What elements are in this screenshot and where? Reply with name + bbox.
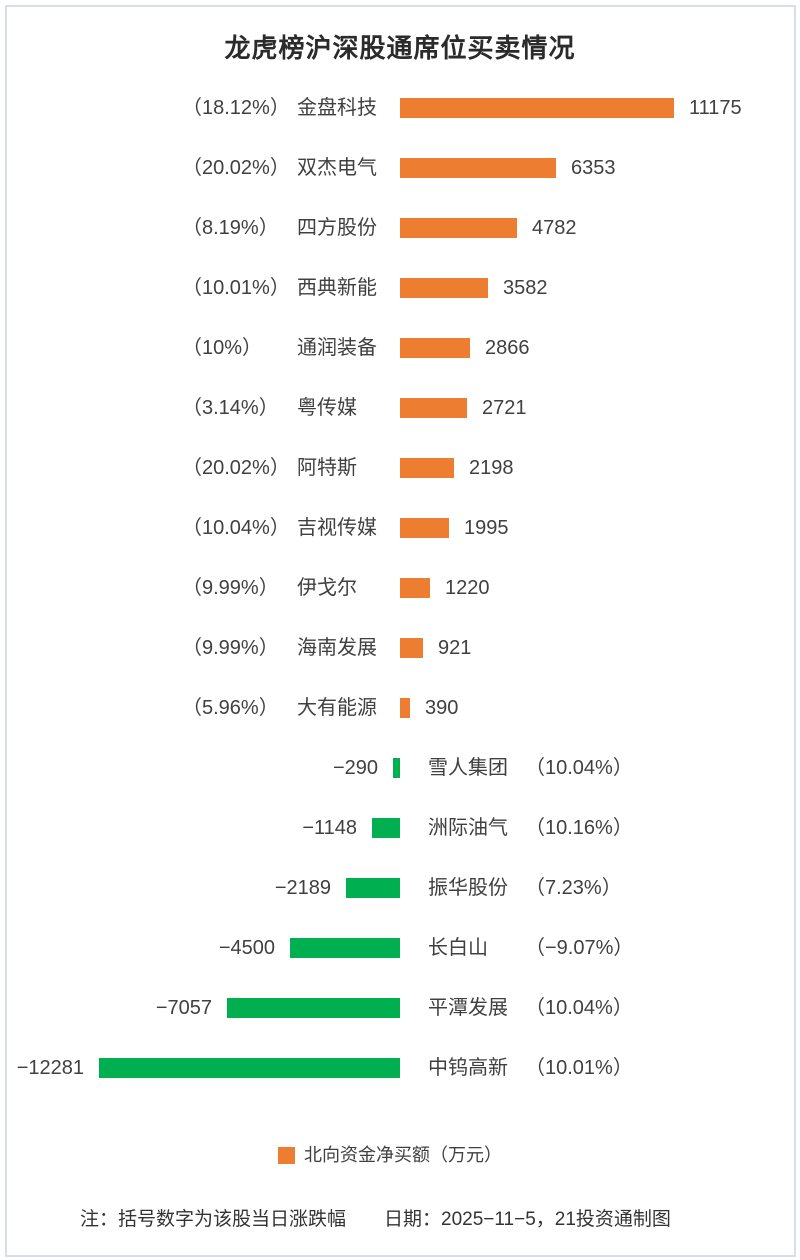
stock-name: 通润装备 xyxy=(297,337,377,359)
chart-row: （10.01%） 西典新能 3582 xyxy=(0,258,800,318)
stock-name: 洲际油气 xyxy=(428,817,508,839)
chart-row: （10.16%） 洲际油气 −1148 xyxy=(0,798,800,858)
pct-change-label: （10.01%） xyxy=(182,277,290,299)
chart-row: （10.04%） 雪人集团 −290 xyxy=(0,738,800,798)
bar xyxy=(400,518,449,538)
chart-row: （10%） 通润装备 2866 xyxy=(0,318,800,378)
chart-row: （10.01%） 中钨高新 −12281 xyxy=(0,1038,800,1098)
chart-row: （18.12%） 金盘科技 11175 xyxy=(0,78,800,138)
pct-change-label: （20.02%） xyxy=(182,157,290,179)
bar xyxy=(400,218,517,238)
chart-title: 龙虎榜沪深股通席位买卖情况 xyxy=(224,33,576,63)
pct-change-label: （10.01%） xyxy=(525,1057,633,1079)
value-label: 1220 xyxy=(445,577,490,599)
value-label: −290 xyxy=(332,757,378,779)
pct-change-label: （−9.07%） xyxy=(525,937,634,959)
pct-change-label: （10.04%） xyxy=(182,517,290,539)
stock-name: 中钨高新 xyxy=(428,1057,508,1079)
stock-name: 阿特斯 xyxy=(297,457,357,479)
bar xyxy=(400,578,430,598)
value-label: 2721 xyxy=(482,397,527,419)
chart-row: （5.96%） 大有能源 390 xyxy=(0,678,800,738)
value-label: 2866 xyxy=(485,337,530,359)
footer-note-text: 注：括号数字为该股当日涨跌幅 xyxy=(80,1209,347,1230)
stock-name: 平潭发展 xyxy=(428,997,508,1019)
value-label: −12281 xyxy=(16,1057,84,1079)
value-label: −1148 xyxy=(302,817,357,839)
stock-name: 长白山 xyxy=(428,937,488,959)
pct-change-label: （9.99%） xyxy=(182,577,279,599)
stock-name: 西典新能 xyxy=(297,277,377,299)
stock-name: 大有能源 xyxy=(297,697,377,719)
value-label: −7057 xyxy=(155,997,212,1019)
pct-change-label: （10.04%） xyxy=(525,757,633,779)
value-label: 921 xyxy=(438,637,472,659)
bar xyxy=(400,698,410,718)
value-label: −2189 xyxy=(274,877,331,899)
pct-change-label: （10.16%） xyxy=(525,817,633,839)
value-label: −4500 xyxy=(218,937,275,959)
pct-change-label: （9.99%） xyxy=(182,637,279,659)
chart-row: （10.04%） 平潭发展 −7057 xyxy=(0,978,800,1038)
value-label: 1995 xyxy=(464,517,509,539)
bar xyxy=(400,338,470,358)
pct-change-label: （7.23%） xyxy=(525,877,622,899)
bar xyxy=(400,398,467,418)
bar xyxy=(400,278,488,298)
chart-row: （9.99%） 海南发展 921 xyxy=(0,618,800,678)
bar xyxy=(346,878,400,898)
stock-name: 吉视传媒 xyxy=(297,517,377,539)
bar xyxy=(290,938,400,958)
value-label: 6353 xyxy=(571,157,616,179)
chart-row: （3.14%） 粤传媒 2721 xyxy=(0,378,800,438)
bar xyxy=(227,998,400,1018)
value-label: 2198 xyxy=(469,457,514,479)
stock-name: 双杰电气 xyxy=(297,157,377,179)
chart-row: （9.99%） 伊戈尔 1220 xyxy=(0,558,800,618)
value-label: 4782 xyxy=(532,217,577,239)
stock-name: 振华股份 xyxy=(428,877,508,899)
value-label: 3582 xyxy=(503,277,548,299)
bar xyxy=(99,1058,400,1078)
stock-name: 伊戈尔 xyxy=(297,577,357,599)
chart-row: （20.02%） 阿特斯 2198 xyxy=(0,438,800,498)
stock-name: 四方股份 xyxy=(297,217,377,239)
footer-date-text: 日期：2025−11−5，21投资通制图 xyxy=(384,1209,671,1230)
value-label: 11175 xyxy=(689,97,742,119)
bar xyxy=(400,638,423,658)
bar xyxy=(400,458,454,478)
chart-row: （20.02%） 双杰电气 6353 xyxy=(0,138,800,198)
pct-change-label: （10.04%） xyxy=(525,997,633,1019)
bar xyxy=(400,158,556,178)
pct-change-label: （8.19%） xyxy=(182,217,279,239)
pct-change-label: （5.96%） xyxy=(182,697,279,719)
pct-change-label: （20.02%） xyxy=(182,457,290,479)
bar xyxy=(372,818,400,838)
pct-change-label: （18.12%） xyxy=(182,97,290,119)
bar xyxy=(393,758,400,778)
chart-row: （−9.07%） 长白山 −4500 xyxy=(0,918,800,978)
bar xyxy=(400,98,674,118)
legend-swatch-icon xyxy=(278,1146,295,1164)
chart-row: （8.19%） 四方股份 4782 xyxy=(0,198,800,258)
value-label: 390 xyxy=(425,697,459,719)
pct-change-label: （10%） xyxy=(182,337,263,359)
pct-change-label: （3.14%） xyxy=(182,397,279,419)
footer-note: 注：括号数字为该股当日涨跌幅 日期：2025−11−5，21投资通制图 xyxy=(80,1204,671,1231)
stock-name: 粤传媒 xyxy=(297,397,357,419)
stock-name: 雪人集团 xyxy=(428,757,508,779)
legend: 北向资金净买额（万元） xyxy=(278,1145,502,1165)
legend-label: 北向资金净买额（万元） xyxy=(304,1145,502,1165)
chart-row: （7.23%） 振华股份 −2189 xyxy=(0,858,800,918)
stock-name: 海南发展 xyxy=(297,637,377,659)
stock-name: 金盘科技 xyxy=(297,97,377,119)
chart-row: （10.04%） 吉视传媒 1995 xyxy=(0,498,800,558)
